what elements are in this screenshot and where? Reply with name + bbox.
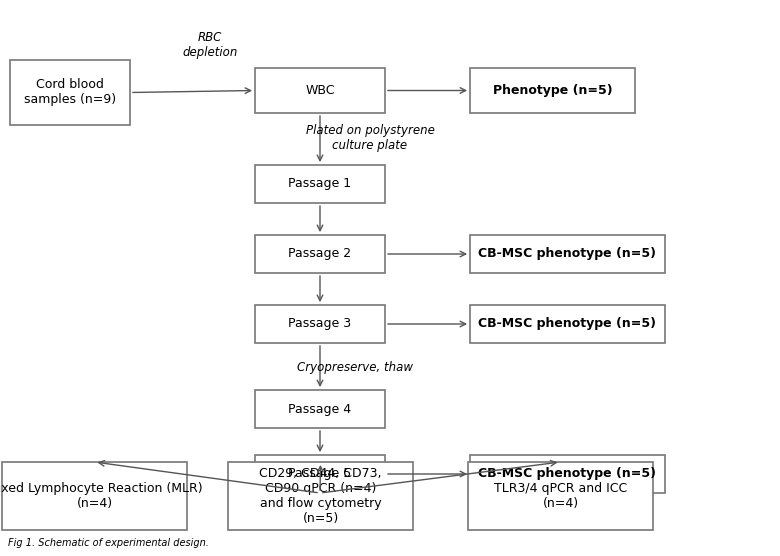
Bar: [255, 455, 385, 493]
Text: Cord blood
samples (n=9): Cord blood samples (n=9): [24, 78, 116, 107]
Bar: [255, 390, 385, 428]
Text: CD29, CD44, CD73,
CD90 qPCR (n=4)
and flow cytometry
(n=5): CD29, CD44, CD73, CD90 qPCR (n=4) and fl…: [259, 467, 381, 525]
Text: CB-MSC phenotype (n=5): CB-MSC phenotype (n=5): [478, 247, 657, 261]
Bar: [470, 305, 665, 343]
Text: Passage 1: Passage 1: [289, 177, 352, 191]
Bar: [255, 165, 385, 203]
Text: CB-MSC phenotype (n=5): CB-MSC phenotype (n=5): [478, 317, 657, 330]
Bar: [470, 235, 665, 273]
Text: Passage 5: Passage 5: [289, 468, 352, 480]
Text: TLR3/4 qPCR and ICC
(n=4): TLR3/4 qPCR and ICC (n=4): [494, 482, 627, 510]
Text: Mixed Lymphocyte Reaction (MLR)
(n=4): Mixed Lymphocyte Reaction (MLR) (n=4): [0, 482, 202, 510]
Bar: [255, 305, 385, 343]
Text: WBC: WBC: [305, 84, 335, 97]
Bar: [2, 462, 187, 530]
Text: Passage 4: Passage 4: [289, 403, 352, 415]
Text: Fig 1. Schematic of experimental design.: Fig 1. Schematic of experimental design.: [8, 538, 209, 548]
Text: Passage 3: Passage 3: [289, 317, 352, 330]
Text: Cryopreserve, thaw: Cryopreserve, thaw: [297, 361, 413, 375]
Bar: [228, 462, 413, 530]
Text: RBC
depletion: RBC depletion: [183, 31, 238, 59]
Bar: [10, 60, 130, 125]
Bar: [470, 68, 635, 113]
Text: Passage 2: Passage 2: [289, 247, 352, 261]
Text: CB-MSC phenotype (n=5): CB-MSC phenotype (n=5): [478, 468, 657, 480]
Bar: [255, 235, 385, 273]
Bar: [255, 68, 385, 113]
Bar: [470, 455, 665, 493]
Text: Phenotype (n=5): Phenotype (n=5): [493, 84, 612, 97]
Text: Plated on polystyrene
culture plate: Plated on polystyrene culture plate: [306, 124, 434, 152]
Bar: [468, 462, 653, 530]
